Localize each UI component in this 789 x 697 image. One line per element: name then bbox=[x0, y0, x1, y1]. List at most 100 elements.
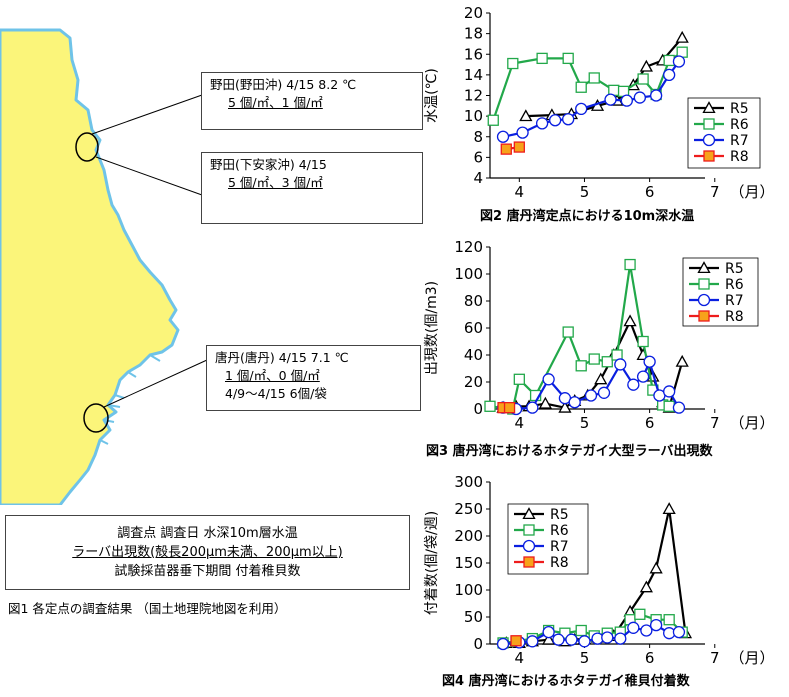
x-axis-label: （月） bbox=[729, 414, 774, 432]
data-point-r5 bbox=[558, 400, 572, 413]
data-point-r7 bbox=[542, 625, 555, 639]
legend-line-3: 試験採苗器垂下期間 付着稚貝数 bbox=[114, 564, 301, 579]
data-point-r6 bbox=[562, 326, 574, 338]
y-tick-label: 50 bbox=[464, 608, 483, 626]
x-tick-label: 6 bbox=[645, 649, 655, 667]
legend-label-r8: R8 bbox=[730, 149, 749, 165]
x-axis-label: （月） bbox=[729, 649, 774, 667]
data-point-r5 bbox=[594, 372, 608, 385]
legend-label-r6: R6 bbox=[730, 117, 749, 133]
map-legend-box: 調査点 調査日 水深10m層水温 ラーバ出現数(殻長200μm未満、200μm以… bbox=[5, 515, 410, 590]
y-tick-label: 0 bbox=[473, 400, 483, 418]
legend-marker-r6 bbox=[703, 118, 715, 130]
chart-larvae: 0 20 40 60 80 100 120 4 5 6 7 （月） 出現数(個/m3) R5 R6 R7 R8 … bbox=[420, 235, 789, 465]
data-point-r6 bbox=[663, 54, 675, 67]
data-point-r7 bbox=[620, 94, 633, 107]
data-point-r7 bbox=[643, 355, 656, 368]
y-tick-label: 12 bbox=[464, 87, 483, 105]
y-tick-label: 14 bbox=[464, 66, 483, 84]
data-point-r5 bbox=[675, 354, 689, 367]
legend-marker-r7 bbox=[697, 293, 711, 307]
data-point-r7 bbox=[552, 633, 565, 646]
land-area bbox=[0, 28, 180, 505]
legend-label-r6: R6 bbox=[550, 523, 569, 539]
x-tick-label: 5 bbox=[580, 649, 590, 667]
chart-water-temp: 4 6 8 10 12 14 16 18 20 4 5 6 7 （月） 水温(℃) R5 R6 R7 R8 図2 唐… bbox=[420, 0, 789, 230]
callout-leaders bbox=[91, 94, 208, 408]
data-point-r6 bbox=[663, 614, 675, 626]
y-tick-label: 8 bbox=[473, 128, 483, 146]
data-point-r7 bbox=[496, 130, 510, 143]
y-tick-label: 100 bbox=[454, 265, 483, 283]
data-point-r7 bbox=[578, 635, 591, 648]
x-tick-label: 6 bbox=[645, 183, 655, 201]
y-tick-label: 18 bbox=[464, 25, 483, 43]
data-point-r6 bbox=[575, 624, 587, 637]
y-tick-label: 20 bbox=[464, 4, 483, 22]
x-tick-label: 5 bbox=[580, 183, 590, 201]
data-point-r7 bbox=[672, 625, 686, 639]
legend-line-2: ラーバ出現数(殻長200μm未満、200μm以上) bbox=[72, 545, 343, 560]
legend-marker-r8 bbox=[698, 310, 710, 322]
legend-marker-r6 bbox=[523, 524, 535, 536]
data-point-r7 bbox=[597, 386, 611, 399]
callout-counts: 5 個/㎡、1 個/㎡ bbox=[228, 95, 323, 110]
callout-collector: 4/9～4/15 6個/袋 bbox=[225, 386, 327, 401]
data-point-r6 bbox=[484, 400, 496, 412]
data-point-r6 bbox=[601, 356, 613, 368]
legend-marker-r5 bbox=[702, 101, 716, 114]
coast-map bbox=[0, 0, 200, 505]
data-point-r8 bbox=[503, 401, 516, 414]
data-point-r7 bbox=[614, 632, 627, 645]
x-tick-label: 4 bbox=[515, 649, 525, 667]
data-point-r7 bbox=[627, 378, 640, 391]
y-tick-label: 250 bbox=[454, 500, 483, 518]
y-axis-label: 付着数(個/袋/週) bbox=[424, 511, 440, 615]
data-point-r6 bbox=[562, 52, 574, 65]
data-point-r7 bbox=[575, 102, 588, 116]
y-tick-label: 120 bbox=[454, 238, 483, 256]
data-point-r7 bbox=[584, 389, 598, 402]
legend-marker-r8 bbox=[703, 150, 715, 162]
data-point-r5 bbox=[662, 502, 676, 515]
data-point-r7 bbox=[562, 113, 575, 126]
data-point-r5 bbox=[519, 109, 533, 122]
data-point-r7 bbox=[672, 55, 686, 68]
data-point-r7 bbox=[636, 370, 650, 383]
data-point-r5 bbox=[675, 30, 689, 43]
callout-counts: 5 個/㎡、3 個/㎡ bbox=[228, 175, 323, 190]
data-point-r5 bbox=[649, 561, 663, 574]
y-tick-label: 6 bbox=[473, 148, 483, 166]
data-point-r7 bbox=[496, 637, 510, 651]
data-point-r6 bbox=[624, 258, 636, 271]
data-point-r6 bbox=[637, 335, 649, 348]
y-tick-label: 150 bbox=[454, 554, 483, 572]
data-point-r6 bbox=[507, 57, 519, 70]
x-tick-label: 4 bbox=[515, 183, 525, 201]
data-point-r8 bbox=[510, 635, 522, 647]
legend-marker-r7 bbox=[522, 539, 536, 553]
data-point-r7 bbox=[614, 358, 627, 371]
callout-counts: 1 個/㎡、0 個/㎡ bbox=[225, 368, 320, 383]
data-point-r5 bbox=[623, 314, 637, 327]
legend-label-r5: R5 bbox=[730, 101, 749, 117]
data-point-r8 bbox=[500, 143, 512, 155]
y-tick-label: 40 bbox=[464, 346, 483, 364]
data-point-r7 bbox=[649, 618, 663, 632]
data-point-r6 bbox=[637, 73, 649, 85]
data-point-r5 bbox=[542, 632, 556, 645]
legend-marker-r6 bbox=[698, 278, 710, 290]
data-point-r5 bbox=[639, 59, 653, 72]
callout-title: 野田(野田沖) 4/15 8.2 ℃ bbox=[210, 77, 357, 92]
x-tick-label: 4 bbox=[515, 414, 525, 432]
legend-label-r7: R7 bbox=[725, 293, 744, 309]
y-tick-label: 300 bbox=[454, 473, 483, 491]
chart-title: 図2 唐丹湾定点における10m深水温 bbox=[480, 209, 695, 224]
y-tick-label: 80 bbox=[464, 292, 483, 310]
y-tick-label: 200 bbox=[454, 527, 483, 545]
coast-lines bbox=[99, 354, 161, 445]
x-tick-label: 6 bbox=[645, 414, 655, 432]
y-tick-label: 0 bbox=[473, 635, 483, 653]
y-tick-label: 100 bbox=[454, 581, 483, 599]
y-axis-label: 出現数(個/m3) bbox=[424, 281, 440, 375]
